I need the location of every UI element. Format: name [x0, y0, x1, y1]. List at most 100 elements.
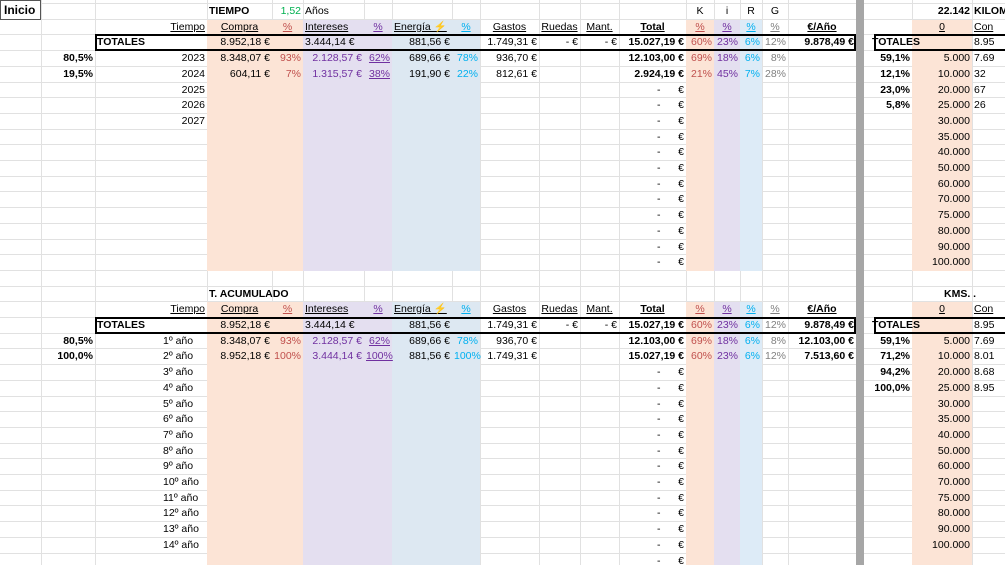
totales-compra[interactable]: 8.952,18 € [220, 319, 270, 331]
row-gastos[interactable]: 1.749,31 € [487, 350, 537, 362]
empty-total-dash[interactable]: - [657, 523, 661, 535]
empty-total-euro[interactable]: € [678, 131, 684, 143]
header-g[interactable]: G [770, 5, 780, 17]
row-intereses[interactable]: 3.444,14 € [312, 350, 362, 362]
row-i[interactable]: 23% [716, 350, 738, 362]
row-share[interactable]: 80,5% [63, 335, 93, 347]
header-gastos[interactable]: Gastos [492, 303, 527, 315]
totales-ruedas[interactable]: - € [565, 319, 578, 331]
totales-intereses[interactable]: 3.444,14 € [305, 36, 355, 48]
row-compra[interactable]: 604,11 € [229, 68, 270, 80]
row-i[interactable]: 18% [716, 52, 738, 64]
totales-k[interactable]: 60% [690, 319, 712, 331]
empty-total-euro[interactable]: € [678, 225, 684, 237]
row-total[interactable]: 12.103,00 € [628, 335, 684, 347]
empty-total-dash[interactable]: - [657, 241, 661, 253]
empty-total-euro[interactable]: € [678, 539, 684, 551]
row-intereses-pct[interactable]: 62% [368, 335, 390, 347]
km-zero[interactable]: 0 [939, 21, 945, 33]
header-compra-pct[interactable]: % [282, 21, 293, 33]
km-bucket[interactable]: 75.000 [937, 209, 970, 221]
header-energia-pct[interactable]: % [461, 303, 471, 315]
row-period[interactable]: 6º año [163, 413, 194, 425]
km-value[interactable]: 8.01 [974, 350, 995, 362]
empty-total-dash[interactable]: - [657, 225, 661, 237]
row-period[interactable]: 2027 [181, 115, 205, 127]
empty-total-euro[interactable]: € [678, 523, 684, 535]
header-energia[interactable]: Energía ⚡ [394, 21, 447, 33]
km-bucket[interactable]: 5.000 [943, 52, 970, 64]
row-period[interactable]: 2º año [163, 350, 194, 362]
km-value[interactable]: 8.68 [974, 366, 995, 378]
header-energia[interactable]: Energía ⚡ [394, 303, 447, 315]
km-value[interactable]: 32 [974, 68, 986, 80]
empty-total-euro[interactable]: € [678, 115, 684, 127]
empty-total-euro[interactable]: € [678, 162, 684, 174]
header-total[interactable]: Total [640, 21, 665, 33]
row-energia-pct[interactable]: 78% [456, 335, 478, 347]
row-eur-ano[interactable]: 12.103,00 € [798, 335, 854, 347]
empty-total-euro[interactable]: € [678, 241, 684, 253]
empty-total-dash[interactable]: - [657, 555, 661, 565]
km-bucket[interactable]: 60.000 [937, 460, 970, 472]
header-r[interactable]: R [747, 5, 755, 17]
row-period[interactable]: 8º año [163, 445, 194, 457]
empty-total-dash[interactable]: - [657, 445, 661, 457]
km-bucket[interactable]: 60.000 [937, 178, 970, 190]
totales-k[interactable]: 60% [690, 36, 712, 48]
row-g[interactable]: 8% [770, 52, 786, 64]
km-share[interactable]: 23,0% [880, 84, 910, 96]
empty-total-euro[interactable]: € [678, 507, 684, 519]
totales-g[interactable]: 12% [764, 319, 786, 331]
km-value[interactable]: 8.95 [974, 382, 995, 394]
empty-total-euro[interactable]: € [678, 460, 684, 472]
row-period[interactable]: 12º año [163, 507, 199, 519]
row-total[interactable]: 12.103,00 € [628, 52, 684, 64]
km-share[interactable]: 5,8% [886, 99, 910, 111]
tiempo-unit[interactable]: Años [305, 5, 329, 17]
empty-total-dash[interactable]: - [657, 539, 661, 551]
row-intereses[interactable]: 1.315,57 € [312, 68, 362, 80]
km-share[interactable]: 12,1% [880, 68, 910, 80]
row-period[interactable]: 10º año [163, 476, 199, 488]
empty-total-euro[interactable]: € [678, 193, 684, 205]
row-period[interactable]: 2025 [181, 84, 205, 96]
totales-label[interactable]: TOTALES [97, 319, 146, 331]
header-compra-pct[interactable]: % [282, 303, 293, 315]
totales-compra[interactable]: 8.952,18 € [220, 36, 270, 48]
row-compra[interactable]: 8.952,18 € [220, 350, 270, 362]
header-k-pct[interactable]: % [695, 303, 705, 315]
row-k[interactable]: 69% [690, 52, 712, 64]
km-share[interactable]: 71,2% [880, 350, 910, 362]
totales-i[interactable]: 23% [716, 36, 738, 48]
km-bucket[interactable]: 35.000 [937, 131, 970, 143]
totales-g[interactable]: 12% [764, 36, 786, 48]
row-period[interactable]: 14º año [163, 539, 199, 551]
row-energia-pct[interactable]: 78% [456, 52, 478, 64]
empty-total-euro[interactable]: € [678, 445, 684, 457]
row-total[interactable]: 15.027,19 € [628, 350, 684, 362]
km-bucket[interactable]: 75.000 [937, 492, 970, 504]
inicio-cell[interactable]: Inicio [0, 0, 41, 20]
totales-r[interactable]: 6% [744, 36, 760, 48]
row-energia[interactable]: 191,90 € [409, 68, 450, 80]
row-compra[interactable]: 8.348,07 € [220, 52, 270, 64]
row-period[interactable]: 2023 [181, 52, 205, 64]
row-r[interactable]: 7% [744, 68, 760, 80]
km-bucket[interactable]: 50.000 [937, 162, 970, 174]
empty-total-euro[interactable]: € [678, 555, 684, 565]
row-intereses-pct[interactable]: 38% [368, 68, 390, 80]
empty-total-dash[interactable]: - [657, 131, 661, 143]
row-share[interactable]: 100,0% [57, 350, 93, 362]
empty-total-euro[interactable]: € [678, 413, 684, 425]
empty-total-euro[interactable]: € [678, 99, 684, 111]
km-bucket[interactable]: 25.000 [937, 99, 970, 111]
km-value[interactable]: 7.69 [974, 52, 995, 64]
row-g[interactable]: 28% [764, 68, 786, 80]
km-bucket[interactable]: 30.000 [937, 398, 970, 410]
row-period[interactable]: 1º año [163, 335, 194, 347]
totales-total[interactable]: 15.027,19 € [628, 36, 684, 48]
km-bucket[interactable]: 100.000 [932, 539, 970, 551]
km-bucket[interactable]: 10.000 [937, 350, 970, 362]
header-i-pct[interactable]: % [722, 21, 732, 33]
